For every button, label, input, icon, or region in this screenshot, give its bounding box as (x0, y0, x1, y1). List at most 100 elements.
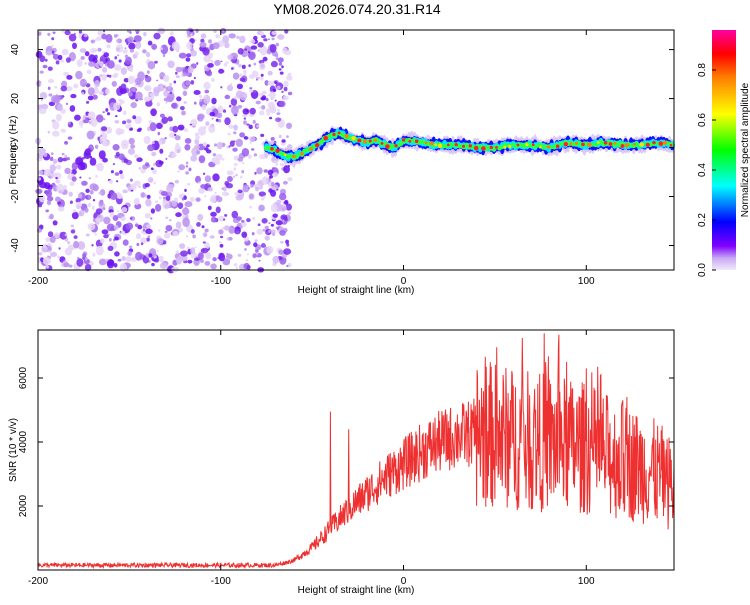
noise-blob (102, 66, 108, 73)
noise-blob (177, 124, 185, 131)
noise-blob (160, 190, 168, 197)
noise-blob (243, 72, 247, 75)
noise-blob (281, 90, 284, 93)
noise-blob (232, 175, 236, 178)
noise-blob (47, 231, 54, 238)
noise-blob (272, 255, 280, 264)
noise-blob (263, 195, 266, 199)
noise-blob (154, 60, 158, 64)
noise-blob (237, 104, 243, 109)
noise-blob (235, 138, 243, 147)
noise-blob (217, 215, 225, 222)
noise-blob (270, 203, 278, 213)
noise-blob (180, 250, 188, 257)
noise-blob (269, 104, 275, 112)
noise-blob (61, 48, 69, 56)
noise-blob (69, 170, 73, 173)
noise-blob (226, 176, 233, 182)
noise-blob (123, 110, 127, 116)
noise-blob (145, 75, 152, 83)
noise-blob (183, 101, 187, 104)
noise-blob (174, 179, 180, 184)
noise-blob (167, 116, 173, 122)
noise-blob (207, 183, 210, 186)
noise-blob (250, 90, 259, 99)
noise-blob (38, 108, 47, 115)
noise-blob (276, 188, 279, 191)
noise-blob (180, 106, 185, 111)
noise-blob (193, 90, 201, 95)
noise-blob (77, 241, 86, 250)
noise-blob (69, 181, 75, 187)
noise-blob (199, 98, 203, 102)
noise-blob (134, 51, 139, 56)
signal-peak (424, 141, 428, 145)
noise-blob (283, 248, 292, 255)
noise-blob (272, 213, 279, 218)
noise-blob (113, 263, 118, 268)
noise-blob (188, 167, 192, 172)
noise-blob (275, 117, 281, 122)
noise-blob (264, 80, 269, 86)
noise-blob (135, 82, 139, 85)
noise-blob (247, 47, 252, 52)
colorbar-label: Normalized spectral amplitude (740, 82, 750, 217)
noise-blob (219, 241, 222, 243)
noise-blob (49, 251, 58, 257)
noise-blob (51, 130, 60, 137)
noise-blob (129, 216, 136, 221)
noise-blob (259, 153, 267, 160)
noise-blob (286, 135, 289, 138)
noise-blob (263, 38, 268, 42)
noise-blob (252, 119, 256, 124)
noise-blob (101, 229, 109, 235)
noise-blob (154, 258, 160, 263)
signal-peak (292, 154, 296, 159)
noise-blob (232, 72, 240, 80)
noise-blob (158, 160, 164, 165)
noise-blob (143, 31, 147, 37)
noise-blob (159, 148, 164, 154)
noise-blob (65, 157, 70, 161)
noise-blob (87, 202, 92, 208)
signal-peak (394, 144, 398, 148)
noise-blob (158, 196, 162, 200)
spectrogram-panel: 40 20 0 -20 -40 -200 -100 0 100 Height of strai… (8, 27, 675, 296)
noise-blob (161, 116, 169, 125)
noise-blob (171, 200, 175, 204)
noise-blob (229, 140, 235, 147)
noise-blob (287, 262, 292, 268)
noise-blob (171, 102, 177, 109)
noise-blob (42, 64, 48, 69)
noise-blob (283, 165, 290, 174)
noise-blob (147, 144, 155, 152)
noise-blob (124, 54, 129, 59)
noise-blob (144, 194, 148, 198)
noise-blob (165, 225, 173, 232)
noise-blob (236, 83, 243, 90)
noise-blob (272, 172, 279, 178)
noise-blob (224, 42, 230, 49)
noise-blob (129, 178, 133, 182)
noise-blob (238, 63, 242, 68)
colorbar: 0.0 0.2 0.4 0.6 0.8 Normalized spectral ampl… (697, 30, 750, 277)
noise-blob (163, 97, 168, 102)
noise-blob (195, 197, 201, 202)
noise-blob (209, 196, 217, 203)
noise-blob (189, 123, 192, 126)
noise-blob (262, 228, 266, 232)
noise-blob (187, 259, 193, 264)
noise-blob (218, 252, 226, 262)
noise-blob (52, 158, 58, 165)
signal-peak (662, 140, 668, 145)
noise-blob (95, 174, 98, 178)
noise-blob (65, 57, 71, 63)
noise-blob (52, 31, 56, 34)
noise-blob (110, 170, 114, 174)
noise-blob (277, 34, 285, 40)
noise-blob (268, 229, 271, 233)
noise-blob (271, 182, 275, 187)
noise-blob (138, 185, 141, 188)
noise-blob (67, 136, 73, 140)
noise-blob (66, 75, 73, 80)
